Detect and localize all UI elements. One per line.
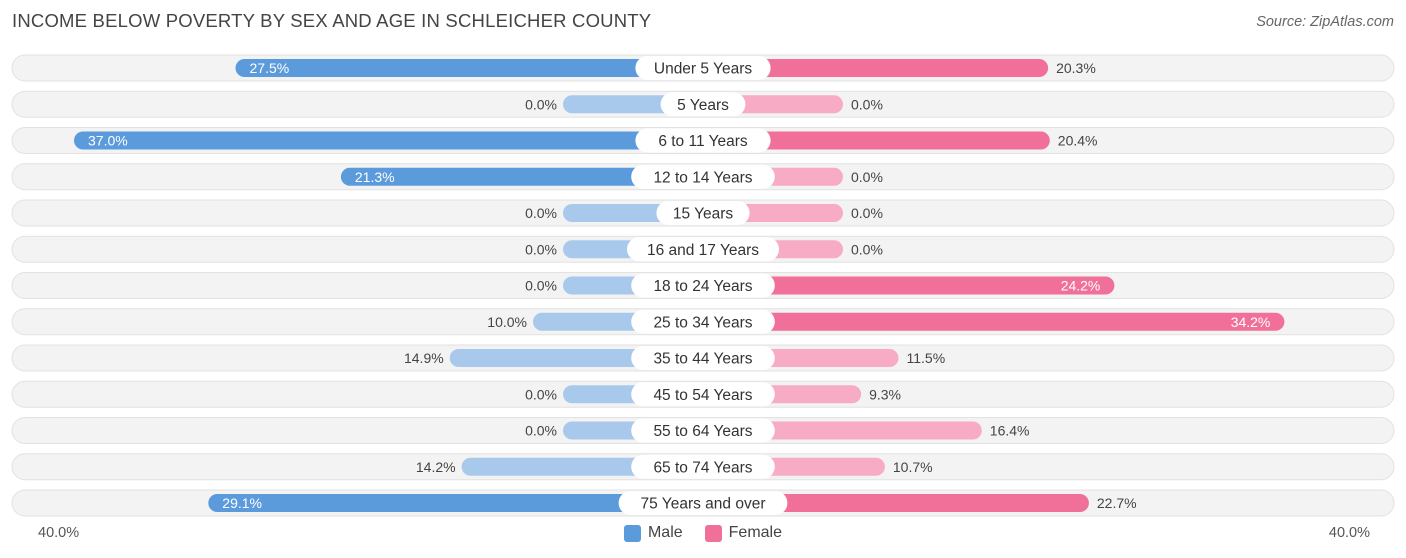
male-value-35-to-44-years: 14.9% — [404, 350, 444, 366]
axis-max-label: 40.0% — [1328, 525, 1370, 541]
category-pill-55-to-64-years — [631, 418, 775, 443]
category-pill-35-to-44-years — [631, 346, 775, 370]
female-value-55-to-64-years: 16.4% — [990, 423, 1030, 439]
category-pill-6-to-11-years — [635, 128, 771, 153]
legend-label-female: Female — [728, 524, 783, 541]
legend-swatch-female — [704, 524, 722, 542]
female-value-5-years: 0.0% — [851, 96, 883, 112]
male-value-75-years-and-over: 29.1% — [222, 495, 262, 511]
category-pill-75-years-and-over — [618, 491, 788, 515]
category-label-35-to-44-years: 35 to 44 Years — [653, 351, 752, 368]
female-bar-25-to-34-years — [703, 312, 1285, 331]
category-pill-under-5-years — [635, 56, 771, 80]
male-bar-12-to-14-years — [340, 167, 703, 186]
female-value-15-years: 0.0% — [851, 205, 883, 221]
female-bar-under-5-years — [703, 59, 1049, 77]
male-value-15-years: 0.0% — [525, 205, 557, 221]
category-pill-15-years — [656, 201, 750, 225]
legend-swatch-male — [623, 524, 641, 542]
male-value-6-to-11-years: 37.0% — [88, 133, 128, 149]
female-value-12-to-14-years: 0.0% — [851, 169, 883, 185]
category-label-45-to-54-years: 45 to 54 Years — [653, 387, 752, 404]
female-value-65-to-74-years: 10.7% — [893, 459, 933, 475]
category-pill-16-and-17-years — [627, 237, 779, 262]
category-pill-5-years — [660, 92, 746, 117]
male-value-18-to-24-years: 0.0% — [525, 278, 557, 294]
female-value-18-to-24-years: 24.2% — [1061, 278, 1101, 294]
category-label-18-to-24-years: 18 to 24 Years — [653, 278, 752, 295]
category-label-6-to-11-years: 6 to 11 Years — [658, 133, 748, 150]
male-value-25-to-34-years: 10.0% — [487, 314, 527, 330]
category-pill-65-to-74-years — [631, 454, 775, 479]
female-value-25-to-34-years: 34.2% — [1231, 314, 1271, 330]
category-pill-18-to-24-years — [631, 273, 775, 298]
female-value-45-to-54-years: 9.3% — [869, 386, 901, 402]
female-bar-18-to-24-years — [703, 276, 1115, 295]
female-value-6-to-11-years: 20.4% — [1058, 133, 1098, 149]
category-label-65-to-74-years: 65 to 74 Years — [653, 459, 752, 476]
category-pill-45-to-54-years — [631, 382, 775, 407]
female-bar-6-to-11-years — [703, 131, 1050, 150]
male-value-55-to-64-years: 0.0% — [525, 423, 557, 439]
legend-item-female[interactable]: Female — [704, 524, 783, 542]
category-label-5-years: 5 Years — [677, 97, 729, 114]
male-value-65-to-74-years: 14.2% — [416, 459, 456, 475]
chart-title: INCOME BELOW POVERTY BY SEX AND AGE IN S… — [12, 10, 652, 31]
male-value-16-and-17-years: 0.0% — [525, 241, 557, 257]
category-label-75-years-and-over: 75 Years and over — [641, 496, 766, 513]
category-pill-12-to-14-years — [631, 164, 775, 189]
male-bar-75-years-and-over — [208, 494, 704, 512]
axis-min-label: 40.0% — [38, 525, 80, 541]
legend-item-male[interactable]: Male — [623, 524, 683, 542]
female-value-35-to-44-years: 11.5% — [907, 350, 946, 366]
category-label-12-to-14-years: 12 to 14 Years — [653, 169, 752, 186]
male-value-12-to-14-years: 21.3% — [355, 169, 395, 185]
male-value-5-years: 0.0% — [525, 96, 557, 112]
female-value-16-and-17-years: 0.0% — [851, 241, 883, 257]
category-label-16-and-17-years: 16 and 17 Years — [647, 242, 759, 259]
male-bar-under-5-years — [235, 59, 703, 77]
male-value-45-to-54-years: 0.0% — [525, 386, 557, 402]
category-label-25-to-34-years: 25 to 34 Years — [653, 314, 752, 331]
female-bar-75-years-and-over — [703, 494, 1089, 512]
chart-source: Source: ZipAtlas.com — [1256, 14, 1394, 30]
legend: Male Female — [0, 524, 1406, 542]
category-pill-25-to-34-years — [631, 309, 775, 334]
female-value-75-years-and-over: 22.7% — [1097, 495, 1137, 511]
category-label-15-years: 15 Years — [673, 206, 734, 223]
category-label-55-to-64-years: 55 to 64 Years — [653, 423, 752, 440]
female-value-under-5-years: 20.3% — [1056, 60, 1096, 76]
category-label-under-5-years: Under 5 Years — [654, 61, 752, 78]
legend-label-male: Male — [647, 524, 683, 541]
male-bar-6-to-11-years — [74, 131, 703, 150]
male-value-under-5-years: 27.5% — [250, 60, 290, 76]
plot-area: 27.5% 20.3% Under 5 Years 0.0% 0.0% 5 Years 37… — [11, 54, 1395, 517]
